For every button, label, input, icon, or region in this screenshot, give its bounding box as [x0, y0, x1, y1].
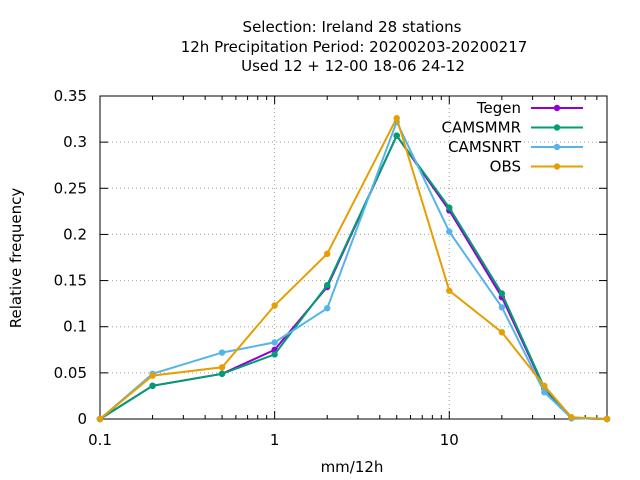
- legend-marker: [553, 104, 561, 112]
- y-tick-label: 0: [77, 410, 87, 428]
- x-axis-label: mm/12h: [321, 458, 384, 476]
- legend-label: CAMSMMR: [441, 119, 521, 137]
- x-tick-label: 1: [270, 431, 280, 449]
- x-tick-label: 10: [440, 431, 459, 449]
- legend-marker: [553, 163, 561, 170]
- data-point-obs: [393, 114, 400, 122]
- data-point-camsnrt: [541, 389, 548, 396]
- data-point-camsnrt: [498, 304, 506, 311]
- data-point-obs: [149, 372, 156, 379]
- data-point-obs: [541, 382, 548, 389]
- y-tick-label: 0.15: [54, 272, 87, 290]
- y-tick-label: 0.1: [63, 318, 87, 336]
- title-line-2: 12h Precipitation Period: 20200203-20200…: [181, 38, 528, 56]
- data-series: [96, 114, 611, 423]
- legend-marker: [553, 143, 561, 151]
- grid-lines: [100, 96, 607, 419]
- y-tick-label: 0.05: [54, 364, 87, 382]
- data-point-obs: [498, 329, 506, 336]
- data-point-obs: [218, 364, 226, 371]
- data-point-camsnrt: [324, 305, 331, 312]
- data-point-camsnrt: [271, 339, 278, 346]
- series-line-obs: [99, 115, 608, 420]
- data-point-obs: [271, 302, 278, 309]
- title-line-3: Used 12 + 12-00 18-06 24-12: [241, 57, 465, 75]
- plot-frame: [99, 95, 608, 420]
- legend-marker: [553, 124, 561, 131]
- legend-label: CAMSNRT: [448, 138, 522, 156]
- data-point-camsmmr: [271, 351, 278, 358]
- y-tick-label: 0.2: [63, 225, 87, 243]
- series-line-camsmmr: [99, 133, 608, 420]
- data-point-obs: [603, 415, 611, 423]
- y-axis-label: Relative frequency: [7, 188, 25, 329]
- data-point-obs: [446, 287, 453, 294]
- y-tick-label: 0.25: [54, 179, 87, 197]
- y-tick-label: 0.35: [54, 87, 87, 105]
- chart-title: Selection: Ireland 28 stations 12h Preci…: [181, 18, 528, 75]
- data-point-camsnrt: [218, 349, 226, 356]
- x-tick-label: 0.1: [88, 431, 112, 449]
- axis-ticks: 0 0.05 0.1 0.15 0.2 0.25 0.3 0.35 0.1 1 10: [54, 87, 608, 449]
- data-point-camsnrt: [446, 228, 453, 235]
- series-line-tegen: [99, 133, 608, 420]
- data-point-camsmmr: [218, 370, 226, 377]
- title-line-1: Selection: Ireland 28 stations: [243, 18, 462, 36]
- data-point-camsmmr: [446, 204, 453, 211]
- data-point-camsmmr: [149, 382, 156, 389]
- y-tick-label: 0.3: [63, 133, 87, 151]
- series-line-camsnrt: [99, 119, 608, 420]
- legend-label: Tegen: [476, 99, 521, 117]
- data-point-camsmmr: [393, 132, 400, 139]
- data-point-camsmmr: [498, 290, 506, 297]
- data-point-obs: [568, 413, 575, 421]
- data-point-obs: [324, 250, 331, 258]
- data-point-camsmmr: [324, 281, 331, 289]
- data-point-obs: [96, 415, 104, 423]
- legend-label: OBS: [490, 158, 521, 176]
